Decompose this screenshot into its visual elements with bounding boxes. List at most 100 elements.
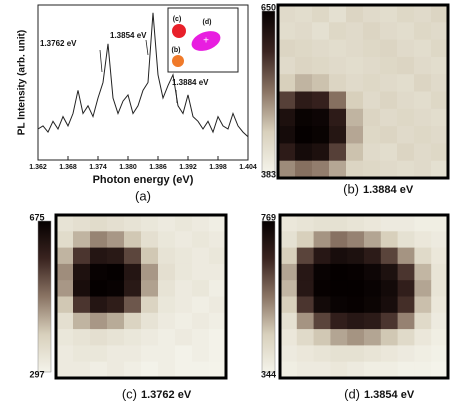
- heatmap-cell: [124, 263, 142, 281]
- heatmap-cell: [73, 296, 91, 314]
- heatmap-cell: [295, 22, 313, 40]
- heatmap-cell: [296, 231, 314, 248]
- heatmap-cell: [209, 329, 227, 346]
- heatmap-cell: [363, 143, 381, 162]
- heatmap-cell: [312, 160, 330, 179]
- heatmap-cell: [431, 5, 449, 23]
- heatmap-cell: [346, 91, 364, 110]
- heatmap-cell: [380, 263, 398, 281]
- annotation-pointer: [145, 39, 149, 56]
- heatmap-cell: [312, 91, 330, 110]
- heatmap-cell: [107, 231, 125, 248]
- heatmap-cell: [141, 312, 159, 330]
- heatmap-cell: [90, 263, 108, 281]
- heatmap-cell: [280, 296, 298, 314]
- heatmap-cell: [380, 91, 398, 110]
- heatmap-cell: [278, 91, 296, 110]
- heatmap-cell: [158, 345, 176, 363]
- inset-cross: +: [203, 36, 209, 47]
- heatmap-cell: [192, 329, 210, 346]
- heatmap-cell: [347, 231, 365, 248]
- x-tick-label: 1.362: [29, 164, 47, 171]
- heatmap-cell: [414, 263, 432, 281]
- heatmap-cell: [296, 329, 314, 346]
- heatmap-cell: [380, 312, 398, 330]
- heatmap-cell: [107, 361, 125, 379]
- heatmap-cell: [90, 312, 108, 330]
- heatmap-cell: [209, 345, 227, 363]
- heatmap-cell: [90, 296, 108, 314]
- caption-label: (b): [343, 181, 359, 196]
- heatmap-cell: [278, 74, 296, 92]
- heatmap-cell: [347, 215, 365, 232]
- heatmap-cell: [280, 345, 298, 363]
- heatmap-cell: [56, 263, 74, 281]
- heatmap-cell: [90, 231, 108, 248]
- heatmap-cell: [209, 215, 227, 232]
- heatmap-cell: [313, 345, 331, 363]
- heatmap-cell: [107, 312, 125, 330]
- heatmap-cell: [56, 280, 74, 297]
- heatmap-cell: [312, 108, 330, 127]
- heatmap-cell: [330, 231, 348, 248]
- heatmap-cell: [397, 247, 415, 265]
- heatmap-cell: [90, 329, 108, 346]
- heatmap-cell: [313, 361, 331, 379]
- heatmap-cell: [158, 361, 176, 379]
- heatmap-cell: [141, 263, 159, 281]
- heatmap-cell: [312, 74, 330, 92]
- heatmap-cell: [107, 215, 125, 232]
- map-frame: [276, 3, 450, 180]
- heatmap-cell: [280, 329, 298, 346]
- heatmap-cell: [329, 108, 347, 127]
- colorbar-max: 769: [261, 212, 276, 222]
- heatmap-cell: [209, 247, 227, 265]
- heatmap-cell: [280, 247, 298, 265]
- heatmap-cell: [397, 74, 415, 92]
- heatmap-cell: [296, 280, 314, 297]
- heatmap-cell: [296, 312, 314, 330]
- heatmap-cell: [124, 345, 142, 363]
- heatmap-cell: [192, 280, 210, 297]
- heatmap-cell: [312, 22, 330, 40]
- caption-energy: 1.3762 eV: [141, 389, 192, 401]
- heatmap-cell: [414, 345, 432, 363]
- colorbar: [261, 10, 276, 173]
- colorbar: [37, 220, 52, 373]
- heatmap-cell: [347, 280, 365, 297]
- map-frame: [278, 213, 450, 380]
- heatmap-cell: [397, 215, 415, 232]
- heatmap-cell: [329, 160, 347, 179]
- heatmap-cell: [56, 231, 74, 248]
- heatmap-cell: [73, 345, 91, 363]
- heatmap-cell: [192, 231, 210, 248]
- heatmap-cell: [192, 263, 210, 281]
- heatmap-cell: [363, 108, 381, 127]
- heatmap-cell: [209, 263, 227, 281]
- heatmap-cell: [347, 312, 365, 330]
- heatmap-cell: [141, 280, 159, 297]
- heatmap-cell: [107, 296, 125, 314]
- heatmap-cell: [414, 126, 432, 144]
- heatmap-cell: [330, 329, 348, 346]
- heatmap-cell: [330, 280, 348, 297]
- heatmap-cell: [158, 312, 176, 330]
- x-tick-label: 1.392: [179, 164, 197, 171]
- heatmap-cell: [330, 247, 348, 265]
- heatmap-cell: [192, 215, 210, 232]
- heatmap-cell: [192, 361, 210, 379]
- heatmap-cell: [158, 247, 176, 265]
- colorbar-min: 297: [29, 369, 44, 379]
- heatmap-cell: [380, 247, 398, 265]
- heatmap-cell: [363, 39, 381, 58]
- heatmap-cell: [56, 215, 74, 232]
- heatmap-cell: [312, 56, 330, 75]
- heatmap-cell: [141, 345, 159, 363]
- heatmap-cell: [90, 280, 108, 297]
- heatmap-cell: [397, 108, 415, 127]
- heatmap-cell: [295, 160, 313, 179]
- heatmap-cell: [346, 56, 364, 75]
- heatmap-cell: [278, 108, 296, 127]
- heatmap-cell: [192, 345, 210, 363]
- annotation: 1.3884 eV: [172, 78, 209, 87]
